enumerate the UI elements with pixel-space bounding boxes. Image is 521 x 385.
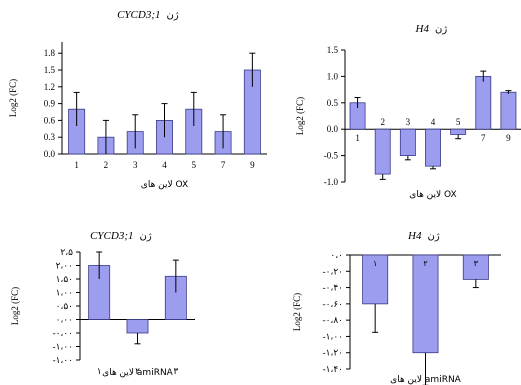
y-tick-label: ۱،۵۰: [56, 274, 73, 284]
x-axis-label: لاین های OX: [141, 180, 188, 190]
y-tick-label: 1.5: [44, 65, 56, 75]
y-tick-label: -۱،۰۰: [323, 331, 343, 341]
chart-title-prefix: ژن: [140, 231, 152, 242]
x-tick-label: 2: [104, 160, 109, 170]
y-tick-label: 0.9: [44, 99, 56, 109]
x-tick-label: 1: [355, 133, 360, 143]
y-tick-label: ۱،۰۰: [56, 288, 73, 298]
y-tick-label: -۱،۰۰: [53, 355, 73, 365]
x-tick-label: 7: [481, 133, 486, 143]
chart-h4-amirna: H4 ژن -۱،۴۰ -۱،۲۰ -۱،۰۰ -۰،۸۰ -۰،۶۰ -۰،۴۰ -۰،۲۰ ۰…: [292, 230, 501, 385]
y-tick-label: 1.8: [44, 48, 56, 58]
x-tick-label: ۱: [373, 259, 377, 268]
x-tick-label: 3: [406, 117, 411, 127]
x-tick-label: 4: [162, 160, 167, 170]
bar: [399, 128, 416, 156]
x-tick-label: 9: [506, 133, 511, 143]
chart-title-prefix: ژن: [435, 24, 447, 35]
x-tick-label: ۲: [135, 366, 140, 376]
x-axis-label: لاین های amiRNA: [390, 375, 462, 385]
x-tick-label: 9: [250, 160, 255, 170]
y-tick-label: 0.6: [44, 115, 56, 125]
y-tick-label: -۱،۴۰: [323, 364, 343, 374]
y-tick-label: -0.5: [324, 151, 339, 161]
y-tick-label: -۰،۲۰: [323, 266, 343, 276]
x-tick-label: 2: [380, 117, 385, 127]
y-tick-label: 0.3: [44, 132, 56, 142]
bar: [126, 319, 149, 334]
x-tick-label: 5: [456, 117, 461, 127]
y-tick-label: 0.0: [327, 124, 339, 134]
y-axis-label: Log2 (FC): [8, 79, 18, 117]
y-axis-label: Log2 (FC): [292, 293, 302, 331]
bar: [362, 254, 389, 305]
x-tick-label: ۳: [173, 366, 178, 376]
chart-cycd3-ox: CYCD3;1 ژن 0.0 0.3 0.6 0.9 1.2 1.5 1.8 Log2 (FC) 1…: [8, 9, 267, 190]
y-tick-label: 0.5: [327, 98, 339, 108]
y-tick-label: ۲،۰۰: [56, 261, 73, 271]
chart-title: CYCD3;1: [90, 230, 133, 242]
y-tick-label: -۰،۸۰: [323, 315, 343, 325]
x-axis-label: لاین های OX: [409, 190, 456, 200]
chart-cycd3-amirna: CYCD3;1 ژن -۱،۰۰ -۱،۰۰ -۰،۰۰ ۰،۰۰ ۰،۵۰ ۱،۰۰ ۱،۵۰…: [10, 230, 195, 378]
y-tick-label: ۲،۵: [60, 247, 73, 257]
x-tick-label: 1: [74, 160, 79, 170]
chart-title: H4: [407, 230, 422, 242]
y-tick-label: -۰،۶۰: [323, 299, 343, 309]
x-tick-label: ۲: [423, 259, 427, 268]
bar: [462, 254, 489, 280]
chart-title: H4: [415, 23, 430, 35]
y-tick-label: -۰،۰۰: [53, 328, 73, 338]
y-axis-label: Log2 (FC): [10, 287, 20, 325]
x-tick-label: ۱: [97, 366, 102, 376]
y-axis-label: Log2 (FC): [295, 97, 305, 135]
x-tick-label: 3: [133, 160, 138, 170]
bar: [500, 91, 517, 130]
y-tick-label: -۰،۴۰: [323, 283, 343, 293]
x-tick-label: 5: [192, 160, 197, 170]
chart-title: CYCD3;1: [117, 9, 160, 21]
y-tick-label: ۰،۰: [330, 250, 343, 260]
chart-title-prefix: ژن: [428, 231, 440, 242]
x-tick-label: 7: [221, 160, 226, 170]
y-tick-label: ۰،۵۰: [56, 301, 73, 311]
y-tick-label: -۱،۲۰: [323, 348, 343, 358]
y-tick-label: -1.0: [324, 177, 339, 187]
y-tick-label: 0.0: [44, 149, 56, 159]
x-tick-label: ۳: [474, 259, 479, 268]
y-tick-label: 1.0: [327, 71, 339, 81]
chart-h4-ox: H4 ژن -1.0 -0.5 0.0 0.5 1.0 1.5 Log2 (FC) 1 2 3 4 5 7 9…: [295, 23, 521, 200]
x-tick-label: 4: [431, 117, 436, 127]
bar: [450, 128, 467, 135]
y-tick-label: ۰،۰۰: [56, 315, 73, 325]
y-tick-label: 1.5: [327, 45, 339, 55]
y-tick-label: -۱،۰۰: [53, 342, 73, 352]
bar: [374, 128, 391, 175]
bar: [412, 254, 439, 354]
y-tick-label: 1.2: [44, 82, 55, 92]
bar: [425, 128, 441, 167]
bar: [475, 76, 492, 130]
chart-title-prefix: ژن: [167, 10, 179, 21]
x-axis-label: لاین های amiRNA: [102, 368, 174, 378]
